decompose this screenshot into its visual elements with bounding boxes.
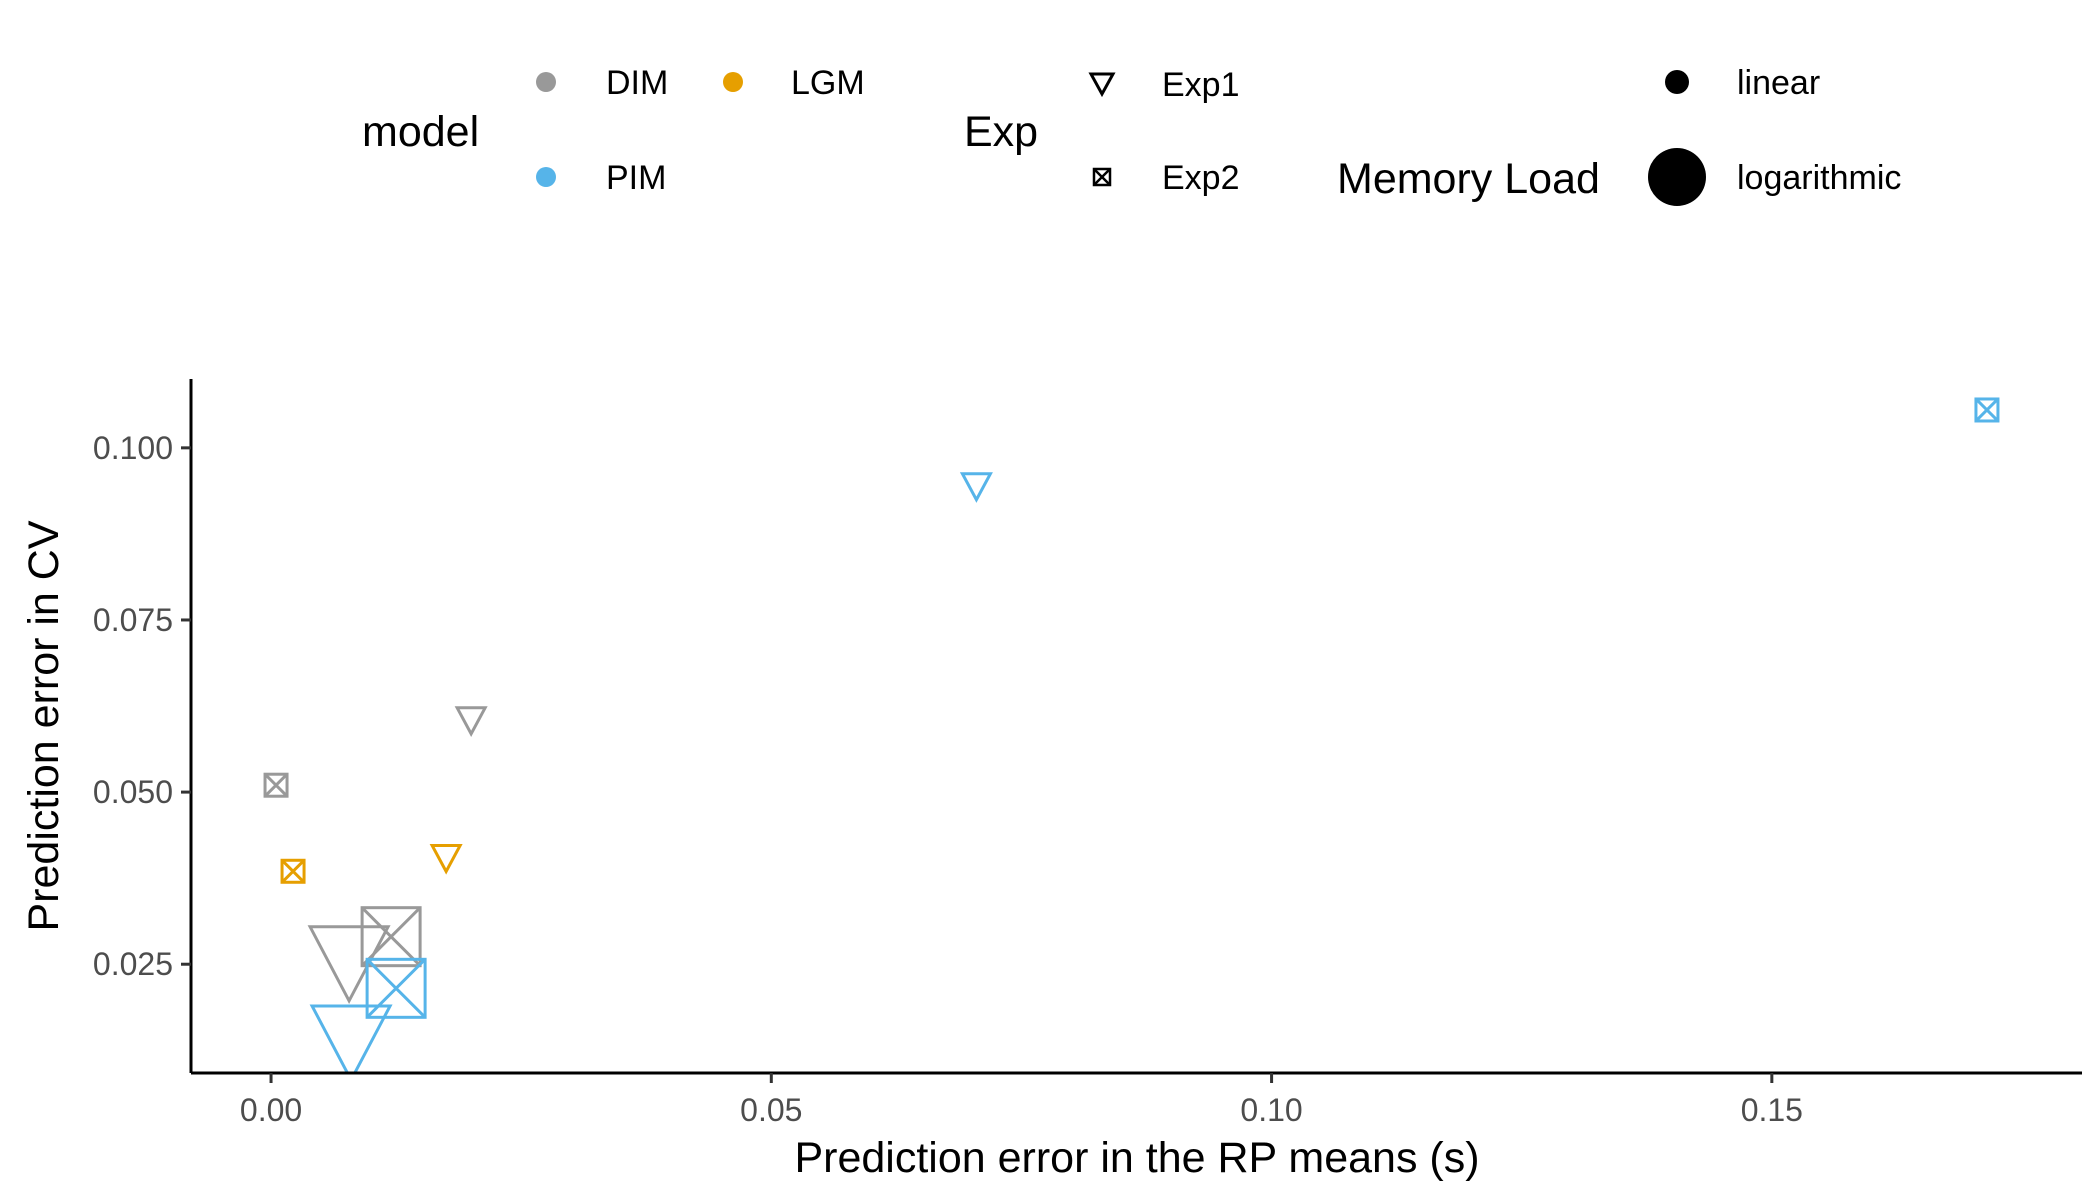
legend-memory-load: Memory Load linear logarithmic xyxy=(1337,64,1901,206)
data-point-lgm-exp2-linear xyxy=(280,858,306,884)
x-tick-label: 0.10 xyxy=(1240,1092,1302,1128)
x-ticks: 0.00 0.05 0.10 0.15 xyxy=(240,1073,1803,1128)
legend-exp: Exp Exp1 Exp2 xyxy=(964,66,1240,197)
legend-model-title: model xyxy=(362,108,479,156)
legend-model-key-dim xyxy=(536,72,556,92)
y-tick-label: 0.050 xyxy=(93,774,173,810)
y-axis-title: Prediction error in CV xyxy=(20,520,68,931)
legend-load-label-linear: linear xyxy=(1737,64,1820,102)
data-point-pim-exp1-linear xyxy=(959,472,993,503)
legend-load-key-linear xyxy=(1665,70,1689,94)
legend-model-label-lgm: LGM xyxy=(791,64,865,102)
data-point-dim-exp1-linear xyxy=(454,706,488,737)
axes: 0.00 0.05 0.10 0.15 0.025 0.050 0.075 0.100 xyxy=(93,379,2082,1128)
legend-model-key-pim xyxy=(536,167,556,187)
data-point-lgm-exp1-linear xyxy=(429,844,463,875)
x-tick-label: 0.05 xyxy=(740,1092,802,1128)
data-point-pim-exp2-logarithmic xyxy=(365,957,427,1019)
x-tick-label: 0.15 xyxy=(1741,1092,1803,1128)
legend-model: model DIM LGM PIM xyxy=(362,64,865,197)
legend-load-label-logarithmic: logarithmic xyxy=(1737,159,1901,197)
legend-model-key-lgm xyxy=(723,72,743,92)
y-tick-label: 0.075 xyxy=(93,602,173,638)
legend-load-key-logarithmic xyxy=(1648,148,1706,206)
legend-exp-key-exp2 xyxy=(1092,167,1112,187)
x-axis-title: Prediction error in the RP means (s) xyxy=(794,1134,1479,1182)
y-ticks: 0.025 0.050 0.075 0.100 xyxy=(93,430,191,982)
legend-model-label-pim: PIM xyxy=(606,159,666,197)
data-point-pim-exp1-logarithmic xyxy=(309,1004,393,1073)
plot-area xyxy=(263,397,2000,1073)
legend-load-title: Memory Load xyxy=(1337,155,1600,203)
legend-exp-key-exp1 xyxy=(1088,72,1116,98)
legend-exp-label-exp1: Exp1 xyxy=(1162,66,1240,104)
x-tick-label: 0.00 xyxy=(240,1092,302,1128)
legend-model-label-dim: DIM xyxy=(606,64,668,102)
data-point-dim-exp1-logarithmic xyxy=(307,925,391,1004)
y-tick-label: 0.025 xyxy=(93,946,173,982)
y-tick-label: 0.100 xyxy=(93,430,173,466)
legend-exp-title: Exp xyxy=(964,108,1038,156)
data-point-pim-exp2-linear xyxy=(1974,397,2000,423)
data-point-dim-exp2-linear xyxy=(263,772,289,798)
legend-exp-label-exp2: Exp2 xyxy=(1162,159,1240,197)
